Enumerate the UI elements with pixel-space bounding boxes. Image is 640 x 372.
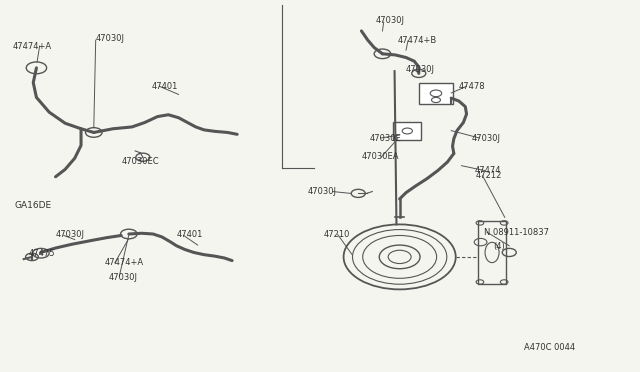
Text: 47474+B: 47474+B <box>397 36 437 45</box>
Text: 47030EA: 47030EA <box>362 152 399 161</box>
Text: 47030J: 47030J <box>307 187 336 196</box>
Text: 47030J: 47030J <box>96 34 125 43</box>
FancyBboxPatch shape <box>394 122 421 140</box>
Text: 47475: 47475 <box>28 249 54 258</box>
Text: 47401: 47401 <box>151 82 177 91</box>
Text: (4): (4) <box>493 243 505 251</box>
Text: 47212: 47212 <box>476 171 502 180</box>
FancyBboxPatch shape <box>419 83 453 104</box>
Text: N 08911-10837: N 08911-10837 <box>484 228 549 237</box>
Text: 47210: 47210 <box>323 230 349 239</box>
Text: 47030J: 47030J <box>376 16 405 25</box>
Text: 47478: 47478 <box>459 82 486 91</box>
Text: 47030J: 47030J <box>406 65 435 74</box>
Text: 47030EC: 47030EC <box>121 157 159 166</box>
Text: 47474: 47474 <box>474 166 500 175</box>
Text: 47030J: 47030J <box>472 134 500 142</box>
Text: A470C 0044: A470C 0044 <box>524 343 575 352</box>
Text: 47474+A: 47474+A <box>104 258 144 267</box>
Text: 47030J: 47030J <box>108 273 138 282</box>
Text: GA16DE: GA16DE <box>14 201 51 210</box>
Text: 47401: 47401 <box>177 230 203 239</box>
Text: 47030J: 47030J <box>56 230 84 239</box>
Text: 47030E: 47030E <box>370 134 401 142</box>
Text: 47474+A: 47474+A <box>13 42 52 51</box>
